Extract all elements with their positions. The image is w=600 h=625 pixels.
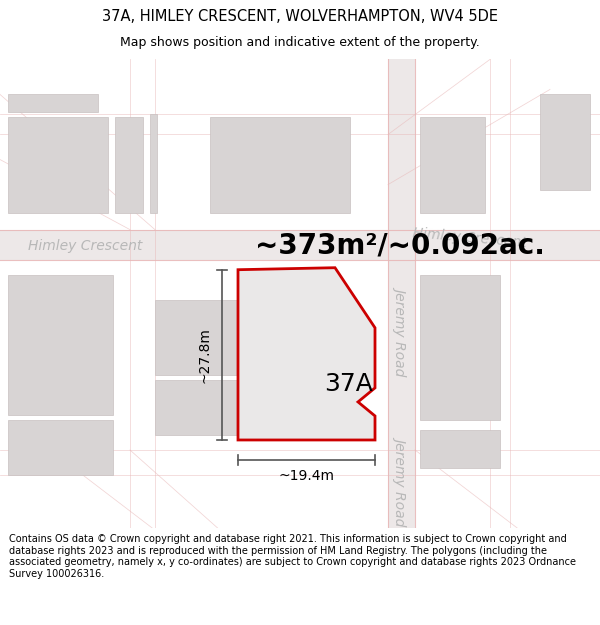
Bar	[155, 300, 240, 375]
Text: ~19.4m: ~19.4m	[278, 469, 335, 483]
Text: Jeremy Road: Jeremy Road	[394, 286, 408, 374]
Bar	[8, 118, 108, 212]
Bar	[115, 118, 143, 212]
Text: ~27.8m: ~27.8m	[197, 327, 211, 382]
Bar	[8, 275, 113, 415]
Polygon shape	[0, 229, 600, 260]
Text: ~373m²/~0.092ac.: ~373m²/~0.092ac.	[255, 232, 545, 259]
Bar	[8, 94, 98, 112]
Bar	[150, 114, 157, 212]
Text: 37A, HIMLEY CRESCENT, WOLVERHAMPTON, WV4 5DE: 37A, HIMLEY CRESCENT, WOLVERHAMPTON, WV4…	[102, 9, 498, 24]
Text: Himley Crescent: Himley Crescent	[28, 239, 142, 252]
Polygon shape	[238, 268, 375, 440]
Bar	[8, 420, 113, 475]
Bar	[420, 430, 500, 468]
Text: 37A: 37A	[324, 372, 373, 396]
Bar	[420, 118, 485, 212]
Bar	[210, 118, 350, 212]
Polygon shape	[388, 59, 415, 528]
Text: Himley Crescent: Himley Crescent	[412, 226, 527, 249]
Bar	[540, 94, 590, 189]
Text: Jeremy Road: Jeremy Road	[394, 436, 408, 524]
Bar	[420, 275, 500, 420]
Text: Map shows position and indicative extent of the property.: Map shows position and indicative extent…	[120, 36, 480, 49]
Text: Contains OS data © Crown copyright and database right 2021. This information is : Contains OS data © Crown copyright and d…	[9, 534, 576, 579]
Bar	[155, 380, 240, 435]
